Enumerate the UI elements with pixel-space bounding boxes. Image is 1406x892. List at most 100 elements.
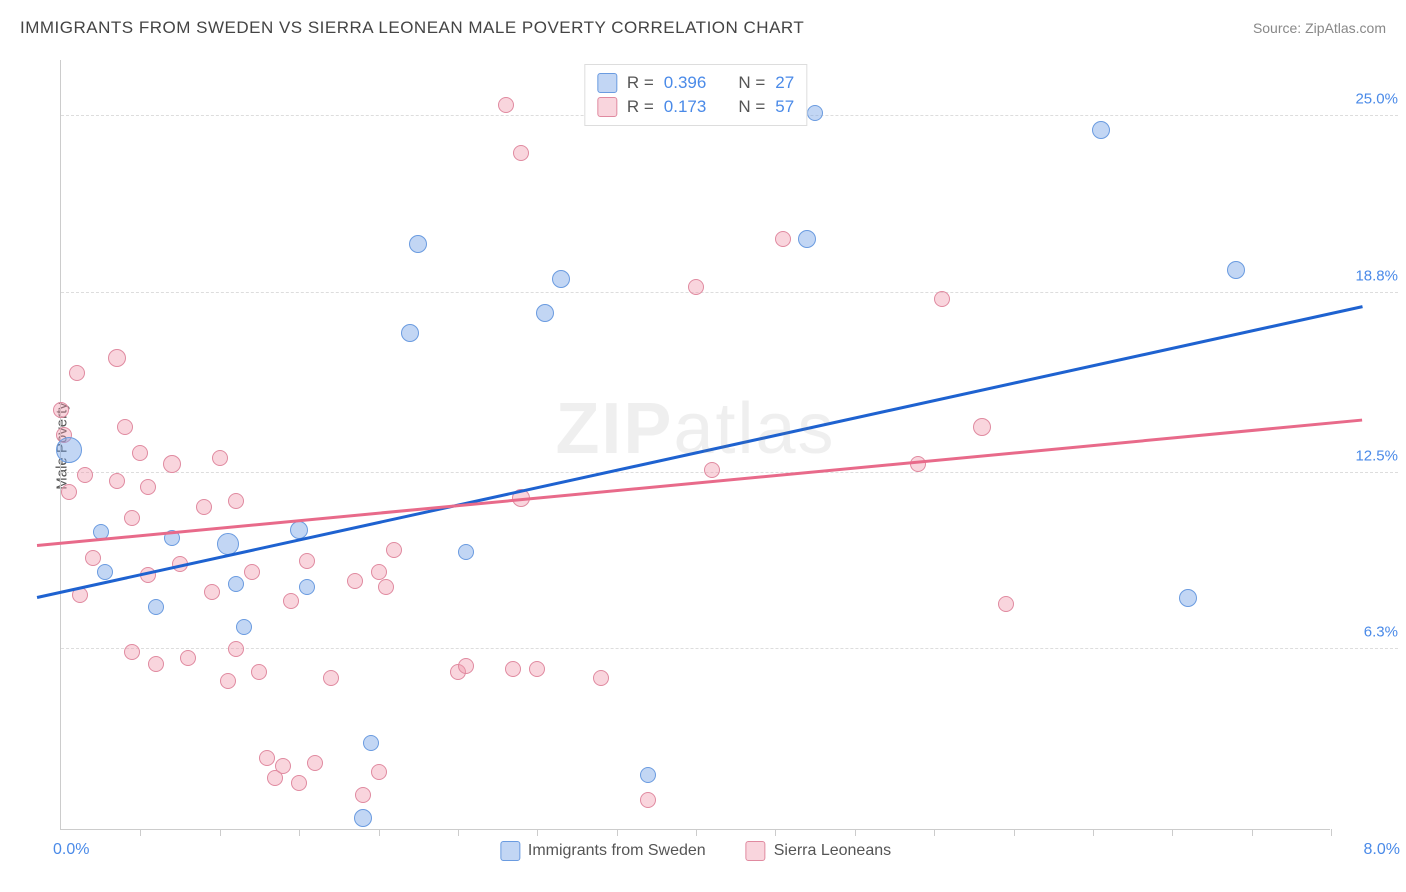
r-value-sweden: 0.396	[664, 73, 707, 93]
data-point-sierra	[180, 650, 196, 666]
x-tick	[299, 829, 300, 836]
x-tick	[1014, 829, 1015, 836]
data-point-sierra	[498, 97, 514, 113]
data-point-sweden	[97, 564, 113, 580]
data-point-sierra	[140, 479, 156, 495]
watermark-rest: atlas	[673, 389, 835, 469]
data-point-sierra	[934, 291, 950, 307]
data-point-sweden	[1227, 261, 1245, 279]
data-point-sierra	[61, 484, 77, 500]
x-tick	[1252, 829, 1253, 836]
data-point-sweden	[1179, 589, 1197, 607]
chart-title: IMMIGRANTS FROM SWEDEN VS SIERRA LEONEAN…	[20, 18, 804, 38]
data-point-sierra	[69, 365, 85, 381]
n-label: N =	[738, 73, 765, 93]
data-point-sweden	[56, 437, 82, 463]
series-label-sweden: Immigrants from Sweden	[528, 842, 706, 860]
swatch-sweden	[500, 841, 520, 861]
data-point-sierra	[244, 564, 260, 580]
data-point-sierra	[85, 550, 101, 566]
data-point-sierra	[291, 775, 307, 791]
data-point-sierra	[124, 510, 140, 526]
data-point-sierra	[299, 553, 315, 569]
data-point-sweden	[1092, 121, 1110, 139]
data-point-sierra	[259, 750, 275, 766]
source-name: ZipAtlas.com	[1305, 20, 1386, 36]
x-tick	[934, 829, 935, 836]
data-point-sierra	[220, 673, 236, 689]
data-point-sweden	[409, 235, 427, 253]
series-legend: Immigrants from Sweden Sierra Leoneans	[500, 841, 891, 861]
data-point-sierra	[148, 656, 164, 672]
data-point-sweden	[354, 809, 372, 827]
data-point-sierra	[998, 596, 1014, 612]
data-point-sierra	[283, 593, 299, 609]
data-point-sierra	[132, 445, 148, 461]
y-tick-label: 25.0%	[1355, 91, 1398, 108]
data-point-sierra	[355, 787, 371, 803]
data-point-sierra	[347, 573, 363, 589]
r-label: R =	[627, 73, 654, 93]
data-point-sierra	[505, 661, 521, 677]
x-tick	[458, 829, 459, 836]
x-tick	[1331, 829, 1332, 836]
data-point-sweden	[458, 544, 474, 560]
data-point-sweden	[236, 619, 252, 635]
data-point-sierra	[109, 473, 125, 489]
x-tick	[775, 829, 776, 836]
watermark-bold: ZIP	[555, 389, 673, 469]
y-tick-label: 6.3%	[1364, 624, 1398, 641]
x-tick	[1172, 829, 1173, 836]
source-attribution: Source: ZipAtlas.com	[1253, 20, 1386, 36]
data-point-sweden	[640, 767, 656, 783]
swatch-sierra	[597, 97, 617, 117]
data-point-sierra	[323, 670, 339, 686]
gridline	[61, 292, 1398, 293]
data-point-sweden	[228, 576, 244, 592]
source-prefix: Source:	[1253, 20, 1305, 36]
data-point-sweden	[401, 324, 419, 342]
x-tick	[220, 829, 221, 836]
data-point-sierra	[307, 755, 323, 771]
n-label: N =	[738, 97, 765, 117]
data-point-sierra	[378, 579, 394, 595]
data-point-sierra	[53, 402, 69, 418]
data-point-sierra	[593, 670, 609, 686]
x-tick	[140, 829, 141, 836]
data-point-sweden	[148, 599, 164, 615]
data-point-sierra	[386, 542, 402, 558]
swatch-sweden	[597, 73, 617, 93]
data-point-sweden	[363, 735, 379, 751]
n-value-sweden: 27	[775, 73, 794, 93]
x-axis-min-label: 0.0%	[53, 841, 89, 859]
data-point-sierra	[973, 418, 991, 436]
data-point-sierra	[212, 450, 228, 466]
data-point-sierra	[251, 664, 267, 680]
data-point-sierra	[640, 792, 656, 808]
data-point-sierra	[704, 462, 720, 478]
data-point-sierra	[204, 584, 220, 600]
scatter-chart: ZIPatlas R = 0.396 N = 27 R = 0.173 N = …	[60, 60, 1330, 830]
x-axis-max-label: 8.0%	[1364, 841, 1400, 859]
trendline-sweden	[37, 305, 1363, 598]
data-point-sierra	[458, 658, 474, 674]
n-value-sierra: 57	[775, 97, 794, 117]
data-point-sierra	[77, 467, 93, 483]
data-point-sierra	[228, 493, 244, 509]
data-point-sierra	[688, 279, 704, 295]
data-point-sweden	[798, 230, 816, 248]
data-point-sierra	[228, 641, 244, 657]
data-point-sierra	[124, 644, 140, 660]
x-tick	[696, 829, 697, 836]
x-tick	[379, 829, 380, 836]
data-point-sweden	[299, 579, 315, 595]
data-point-sierra	[529, 661, 545, 677]
data-point-sierra	[196, 499, 212, 515]
r-value-sierra: 0.173	[664, 97, 707, 117]
data-point-sierra	[108, 349, 126, 367]
trendline-sierra	[37, 419, 1363, 547]
series-label-sierra: Sierra Leoneans	[774, 842, 891, 860]
data-point-sierra	[117, 419, 133, 435]
data-point-sierra	[513, 145, 529, 161]
x-tick	[855, 829, 856, 836]
